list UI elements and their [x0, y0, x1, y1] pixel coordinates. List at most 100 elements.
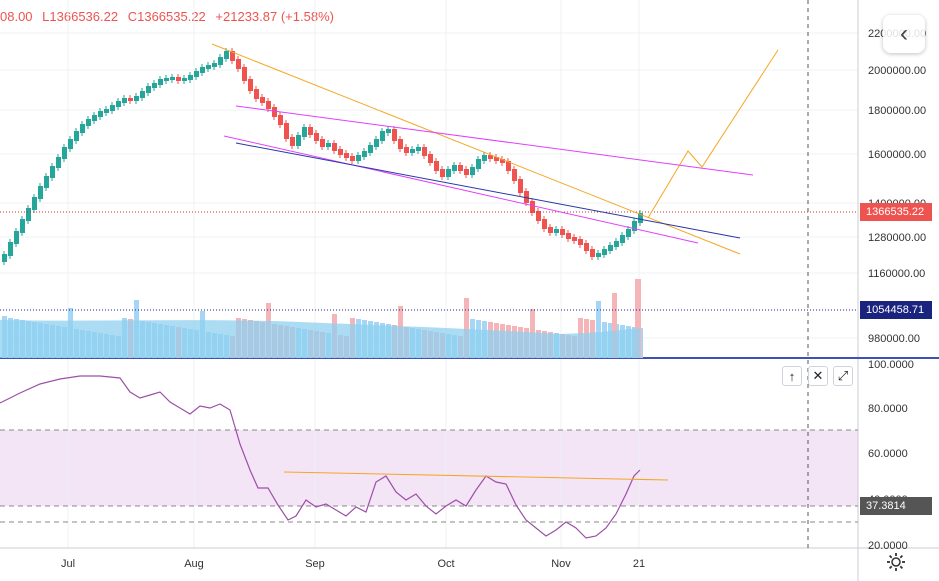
candle-body	[290, 137, 295, 146]
time-axis-label: 21	[633, 558, 645, 570]
candle-body	[578, 239, 583, 245]
trendline-orange-main[interactable]	[211, 43, 741, 255]
legend-low: L1366536.22	[42, 9, 119, 24]
candle-body	[308, 127, 313, 135]
candle-body	[302, 127, 307, 137]
candle-body	[254, 89, 259, 99]
candle-body	[248, 79, 253, 91]
candle-body	[170, 77, 175, 80]
candle-body	[164, 78, 169, 81]
candle-body	[512, 169, 517, 181]
candle-body	[470, 167, 475, 175]
candle-body	[296, 135, 301, 146]
candle-body	[86, 119, 91, 126]
rsi-axis-label: 20.0000	[868, 540, 908, 552]
candle-body	[116, 101, 121, 107]
candle-body	[584, 243, 589, 251]
price-axis-label: 980000.00	[868, 333, 920, 345]
candle-body	[200, 67, 205, 73]
candle-body	[500, 159, 505, 163]
candle-body	[266, 101, 271, 109]
trendline-blue[interactable]	[235, 142, 741, 239]
candle-body	[398, 139, 403, 149]
candle-body	[20, 219, 25, 233]
close-pane-button[interactable]: ✕	[808, 366, 828, 386]
candle-body	[440, 169, 445, 177]
candle-body	[554, 229, 559, 233]
candle-body	[236, 59, 241, 69]
trendline-pink-upper[interactable]	[235, 105, 754, 176]
candle-body	[110, 105, 115, 111]
candle-body	[608, 245, 613, 251]
candle-body	[476, 159, 481, 169]
gear-icon[interactable]	[886, 552, 906, 572]
candle-body	[98, 111, 103, 117]
candle-body	[206, 65, 211, 69]
time-axis-label: Jul	[61, 558, 75, 570]
volume-bar	[596, 301, 601, 358]
candle-body	[146, 86, 151, 93]
candle-body	[374, 139, 379, 147]
candle-body	[590, 249, 595, 257]
candle-body	[242, 67, 247, 81]
candle-body	[68, 139, 73, 149]
rsi-trendline[interactable]	[283, 471, 669, 481]
candle-body	[224, 51, 229, 59]
candle-body	[50, 166, 55, 178]
candle-body	[392, 129, 397, 141]
candle-body	[416, 147, 421, 151]
candle-body	[62, 147, 67, 159]
candle-body	[92, 115, 97, 121]
candle-body	[506, 161, 511, 171]
candle-body	[80, 124, 85, 133]
candle-body	[596, 253, 601, 257]
move-pane-up-button[interactable]: ↑	[782, 366, 802, 386]
price-axis-label: 1600000.00	[868, 149, 926, 161]
time-axis-label: Sep	[305, 558, 325, 570]
candle-body	[356, 155, 361, 161]
last-price-tag: 1366535.22	[860, 203, 932, 221]
candle-body	[182, 78, 187, 81]
candle-body	[530, 201, 535, 213]
candle-body	[626, 229, 631, 237]
price-axis-label: 2000000.00	[868, 65, 926, 77]
candle-body	[74, 131, 79, 141]
projection-path[interactable]	[647, 49, 779, 219]
rsi-band	[0, 430, 858, 506]
candle-body	[38, 186, 43, 199]
maximize-pane-button[interactable]: ⤢	[833, 366, 853, 386]
candle-body	[128, 98, 133, 101]
candle-body	[176, 77, 181, 81]
candle-body	[488, 155, 493, 159]
candle-body	[572, 237, 577, 241]
candle-body	[44, 176, 49, 188]
back-arrow-button[interactable]: ‹	[883, 15, 925, 53]
candle-body	[620, 235, 625, 243]
candle-body	[452, 165, 457, 171]
volume-bar	[464, 298, 469, 358]
candle-body	[404, 147, 409, 153]
time-axis-label: Nov	[551, 558, 571, 570]
candle-body	[272, 107, 277, 117]
candle-body	[260, 97, 265, 103]
candle-body	[188, 75, 193, 80]
candle-body	[446, 169, 451, 177]
candle-body	[632, 221, 637, 231]
candle-body	[464, 169, 469, 175]
candle-body	[434, 161, 439, 171]
candle-body	[482, 155, 487, 161]
candle-body	[422, 147, 427, 156]
candle-body	[2, 254, 7, 262]
volume-bar	[612, 293, 617, 358]
trendline-pink-lower[interactable]	[223, 135, 699, 244]
candle-body	[458, 165, 463, 171]
candle-body	[158, 79, 163, 85]
candle-body	[326, 143, 331, 147]
candle-body	[284, 123, 289, 139]
candle-body	[350, 156, 355, 161]
time-axis-label: Oct	[437, 558, 454, 570]
candle-body	[638, 213, 643, 223]
candle-body	[338, 149, 343, 155]
